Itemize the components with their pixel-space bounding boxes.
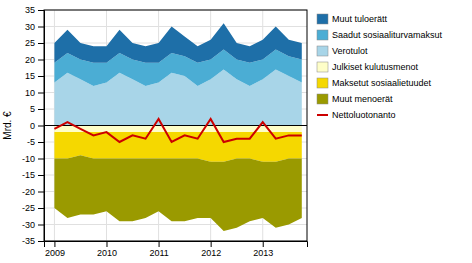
tick-mark: [38, 192, 44, 193]
tick: 2010: [97, 241, 117, 258]
legend-swatch: [317, 46, 328, 56]
tick-label: 2011: [149, 248, 168, 258]
tick-mark: [38, 60, 44, 61]
tick-mark: [38, 27, 44, 28]
tick-mark: [54, 241, 55, 247]
tick-mark: [106, 241, 107, 247]
axis-line: [38, 11, 45, 242]
legend-swatch: [317, 114, 328, 116]
tick-mark: [38, 208, 44, 209]
legend-label: Nettoluotonanto: [332, 110, 396, 120]
legend-label: Muut menoerät: [332, 94, 393, 104]
legend-label: Saadut sosiaaliturvamaksut: [332, 30, 443, 40]
tick-mark: [38, 109, 44, 110]
tick-label: 2009: [45, 248, 65, 258]
legend-label: Muut tuloerätt: [332, 14, 388, 24]
tick-mark: [38, 142, 44, 143]
y-axis: -35 -30 -25 -20 -15 -10 -5 0 5 10 15 20 25 30 35: [22, 5, 45, 246]
tick-label: 10: [25, 88, 35, 98]
legend-swatch: [317, 14, 328, 24]
legend-swatch: [317, 30, 328, 40]
area: [54, 126, 301, 133]
tick-label: 25: [25, 38, 35, 48]
tick-mark: [38, 225, 44, 226]
tick: -15: [22, 170, 44, 180]
tick-label: 35: [25, 5, 35, 15]
tick: -20: [22, 187, 44, 197]
tick-mark: [263, 241, 264, 247]
tick-label: 2013: [253, 248, 273, 258]
tick-mark: [38, 43, 44, 44]
tick-label: -25: [22, 203, 35, 213]
tick: 10: [25, 88, 44, 98]
tick-label: 15: [25, 71, 35, 81]
tick: 2012: [201, 241, 221, 258]
plot-area: [44, 23, 307, 231]
tick-mark: [38, 175, 44, 176]
tick: 2011: [149, 241, 168, 258]
tick: 2009: [45, 241, 65, 258]
x-axis: 2009 2010 2011 2012 2013: [45, 241, 308, 258]
tick-label: -5: [27, 137, 35, 147]
tick: 15: [25, 71, 44, 81]
tick-label: -35: [22, 236, 35, 246]
tick-label: -20: [22, 187, 35, 197]
chart: 20092010201120122013-35-30-25-20-15-10-5…: [0, 0, 472, 263]
tick-label: -30: [22, 220, 35, 230]
tick-mark: [159, 241, 160, 247]
legend: Muut tuloerätt Saadut sosiaaliturvamaksut…: [317, 14, 443, 120]
tick: 35: [25, 5, 44, 15]
tick: -35: [22, 236, 44, 246]
tick: -5: [27, 137, 44, 147]
tick-mark: [38, 76, 44, 77]
tick-mark: [38, 241, 44, 242]
tick: 0: [30, 121, 44, 131]
tick: 30: [25, 22, 44, 32]
tick-label: -10: [22, 154, 35, 164]
tick: 2013: [253, 241, 273, 258]
tick-label: 5: [30, 104, 35, 114]
grid: [44, 10, 307, 241]
plot-frame: [44, 10, 307, 241]
legend-swatch: [317, 78, 328, 88]
tick: -30: [22, 220, 44, 230]
legend-label: Julkiset kulutusmenot: [332, 62, 419, 72]
legend-label: Verotulot: [332, 46, 368, 56]
zero-line: [44, 125, 307, 126]
area: [54, 23, 301, 63]
tick-mark: [211, 241, 212, 247]
legend-swatch: [317, 62, 328, 72]
area: [54, 132, 301, 162]
legend-swatch: [317, 94, 328, 104]
tick: 20: [25, 55, 44, 65]
axis-line: [45, 242, 308, 248]
grid-line: [44, 26, 307, 27]
grid-line: [44, 125, 307, 126]
tick-label: 2012: [201, 248, 221, 258]
tick-label: 30: [25, 22, 35, 32]
tick: 25: [25, 38, 44, 48]
area: [54, 155, 301, 231]
tick-label: 0: [30, 121, 35, 131]
tick: 5: [30, 104, 44, 114]
y-axis-title: Mrd. €: [2, 111, 13, 140]
tick-label: 2010: [97, 248, 117, 258]
tick: -25: [22, 203, 44, 213]
tick-mark: [38, 126, 44, 127]
tick-mark: [38, 159, 44, 160]
grid-line: [44, 224, 307, 225]
tick-mark: [38, 10, 44, 11]
legend-label: Maksetut sosiaalietuudet: [332, 78, 432, 88]
line: [54, 119, 301, 142]
tick: -10: [22, 154, 44, 164]
tick-label: 20: [25, 55, 35, 65]
tick-mark: [38, 93, 44, 94]
tick-label: -15: [22, 170, 35, 180]
